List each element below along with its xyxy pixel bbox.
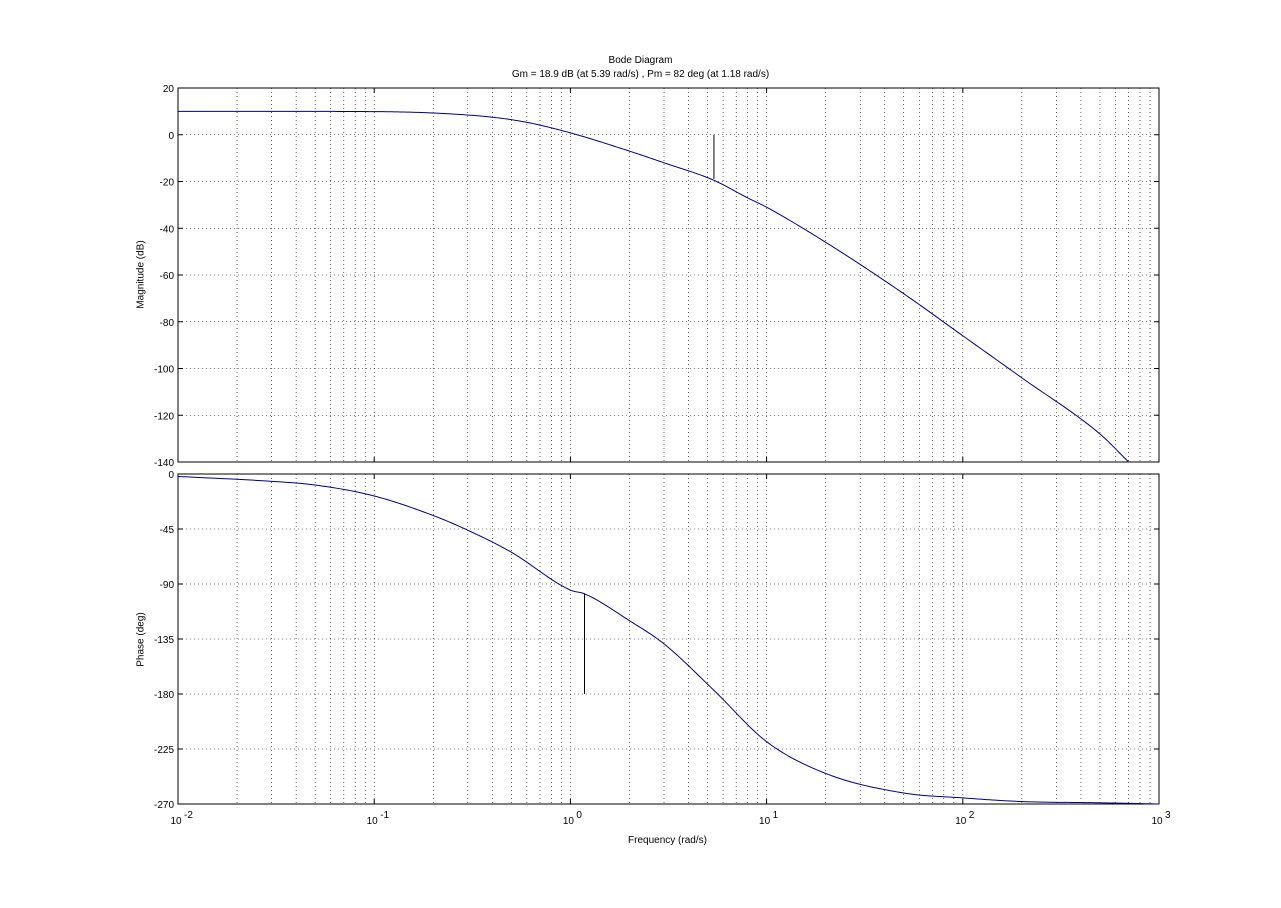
frequency-axis-label: Frequency (rad/s)	[628, 835, 707, 846]
x-tick-label: 10	[170, 816, 182, 827]
magnitude-ytick-label: 20	[163, 84, 175, 95]
phase-ytick-label: -270	[154, 800, 174, 811]
phase-response-line	[177, 475, 1160, 805]
magnitude-ytick-label: -80	[160, 318, 175, 329]
magnitude-response-line	[178, 110, 1129, 463]
x-tick-label-exponent: 2	[969, 810, 975, 821]
magnitude-ytick-label: -60	[160, 271, 175, 282]
x-tick-label-exponent: 1	[773, 810, 779, 821]
phase-ytick-label: -135	[154, 635, 174, 646]
x-tick-label: 10	[1151, 816, 1163, 827]
magnitude-ytick-label: 0	[168, 131, 174, 142]
phase-ytick-label: -90	[160, 580, 175, 591]
magnitude-ytick-label: -140	[154, 458, 174, 469]
x-tick-label-exponent: 0	[576, 810, 582, 821]
magnitude-ytick-label: -100	[154, 365, 174, 376]
phase-ytick-label: -180	[154, 690, 174, 701]
x-tick-label-exponent: 3	[1165, 810, 1171, 821]
magnitude-ytick-label: -120	[154, 411, 174, 422]
phase-ytick-label: -45	[160, 525, 175, 536]
phase-axes-box	[177, 473, 1160, 805]
magnitude-ytick-label: -20	[160, 178, 175, 189]
x-tick-label-exponent: -2	[184, 810, 193, 821]
chart-title: Bode Diagram	[608, 55, 673, 66]
x-tick-label: 10	[759, 816, 771, 827]
x-tick-label-exponent: -1	[380, 810, 389, 821]
chart-subtitle: Gm = 18.9 dB (at 5.39 rad/s) , Pm = 82 d…	[511, 69, 770, 80]
x-tick-label: 10	[367, 816, 379, 827]
magnitude-axes-box	[177, 87, 1160, 463]
phase-ytick-label: -225	[154, 745, 174, 756]
x-tick-label: 10	[955, 816, 967, 827]
x-tick-label: 10	[563, 816, 575, 827]
phase-ytick-label: 0	[168, 470, 174, 481]
magnitude-ytick-label: -40	[160, 224, 175, 235]
